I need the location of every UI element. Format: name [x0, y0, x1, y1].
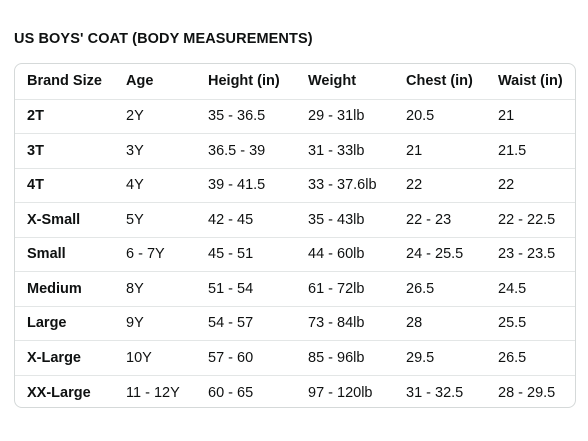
cell-height: 42 - 45 [196, 202, 296, 238]
cell-brand-size: Small [15, 237, 114, 272]
cell-waist: 23 - 23.5 [486, 237, 575, 272]
header-height: Height (in) [196, 64, 296, 100]
cell-age: 6 - 7Y [114, 237, 196, 272]
cell-weight: 73 - 84lb [296, 306, 394, 341]
cell-chest: 24 - 25.5 [394, 237, 486, 272]
cell-age: 10Y [114, 340, 196, 376]
cell-chest: 26.5 [394, 271, 486, 307]
header-waist: Waist (in) [486, 64, 575, 100]
cell-age: 11 - 12Y [126, 384, 180, 401]
cell-weight: 85 - 96lb [296, 340, 394, 376]
cell-age: 5Y [114, 202, 196, 238]
cell-waist: 25.5 [486, 306, 575, 341]
cell-age: 4Y [114, 168, 196, 203]
table-row: 4T 4Y 39 - 41.5 33 - 37.6lb 22 22 [15, 168, 575, 203]
cell-height: 45 - 51 [196, 237, 296, 272]
size-chart-table-card: Brand Size Age Height (in) Weight Chest … [14, 63, 576, 408]
cell-height: 35 - 36.5 [196, 99, 296, 134]
cell-weight: 31 - 33lb [296, 133, 394, 169]
cell-chest: 20.5 [394, 99, 486, 134]
table-row: X-Large 10Y 57 - 60 85 - 96lb 29.5 26.5 [15, 340, 575, 376]
cell-height: 51 - 54 [196, 271, 296, 307]
cell-waist: 26.5 [486, 340, 575, 376]
table-row: Large 9Y 54 - 57 73 - 84lb 28 25.5 [15, 306, 575, 341]
header-chest: Chest (in) [394, 64, 486, 100]
cell-weight: 35 - 43lb [296, 202, 394, 238]
table-header: Brand Size Age Height (in) Weight Chest … [15, 64, 575, 100]
cell-brand-size: Medium [15, 271, 114, 307]
cell-brand-size: Large [15, 306, 114, 341]
cell-brand-size: 2T [15, 99, 114, 134]
cell-brand-size: X-Large [15, 340, 114, 376]
size-chart-title: US BOYS' COAT (BODY MEASUREMENTS) [14, 31, 313, 47]
cell-weight: 61 - 72lb [296, 271, 394, 307]
cell-waist: 22 - 22.5 [486, 202, 575, 238]
cell-height: 54 - 57 [196, 306, 296, 341]
cell-brand-size: 3T [15, 133, 114, 169]
table-row: XX-Large 11 - 12Y 60 - 65 97 - 120lb 31 … [15, 375, 575, 407]
table-row: 3T 3Y 36.5 - 39 31 - 33lb 21 21.5 [15, 133, 575, 169]
cell-age: 2Y [114, 99, 196, 134]
cell-height: 60 - 65 [208, 384, 254, 401]
size-chart-table: Brand Size Age Height (in) Weight Chest … [15, 64, 575, 407]
table-row: 2T 2Y 35 - 36.5 29 - 31lb 20.5 21 [15, 99, 575, 134]
cell-brand-size: X-Small [15, 202, 114, 238]
cell-waist: 28 - 29.5 [498, 384, 556, 401]
cell-waist: 21 [486, 99, 575, 134]
cell-chest: 29.5 [394, 340, 486, 376]
cell-chest: 28 [394, 306, 486, 341]
table-row: Small 6 - 7Y 45 - 51 44 - 60lb 24 - 25.5… [15, 237, 575, 272]
cell-chest: 22 [394, 168, 486, 203]
cell-waist: 21.5 [486, 133, 575, 169]
cell-weight: 44 - 60lb [296, 237, 394, 272]
table-row: Medium 8Y 51 - 54 61 - 72lb 26.5 24.5 [15, 271, 575, 307]
cell-age: 8Y [114, 271, 196, 307]
cell-waist: 24.5 [486, 271, 575, 307]
cell-height: 57 - 60 [196, 340, 296, 376]
cell-age: 3Y [114, 133, 196, 169]
cell-weight: 33 - 37.6lb [296, 168, 394, 203]
header-brand-size: Brand Size [15, 64, 114, 100]
cell-chest: 22 - 23 [394, 202, 486, 238]
cell-height: 39 - 41.5 [196, 168, 296, 203]
cell-brand-size: XX-Large [27, 384, 91, 401]
header-weight: Weight [296, 64, 394, 100]
cell-age: 9Y [114, 306, 196, 341]
table-row: X-Small 5Y 42 - 45 35 - 43lb 22 - 23 22 … [15, 202, 575, 238]
cell-waist: 22 [486, 168, 575, 203]
cell-weight: 29 - 31lb [296, 99, 394, 134]
table-body: 2T 2Y 35 - 36.5 29 - 31lb 20.5 21 3T 3Y … [15, 99, 575, 407]
cell-weight: 97 - 120lb [308, 384, 373, 401]
cell-height: 36.5 - 39 [196, 133, 296, 169]
cell-brand-size: 4T [15, 168, 114, 203]
cell-chest: 21 [394, 133, 486, 169]
header-row: Brand Size Age Height (in) Weight Chest … [15, 64, 575, 100]
cell-chest: 31 - 32.5 [406, 384, 464, 401]
header-age: Age [114, 64, 196, 100]
